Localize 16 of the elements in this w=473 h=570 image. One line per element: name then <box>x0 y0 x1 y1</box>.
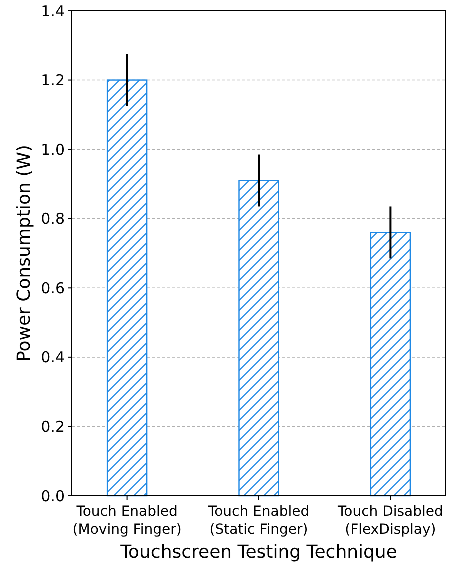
bar <box>370 232 412 497</box>
y-tick-label: 0.4 <box>41 348 65 367</box>
y-tick-label: 0.8 <box>41 210 65 228</box>
x-axis-title: Touchscreen Testing Technique <box>120 542 398 563</box>
x-tick-label: Touch Disabled (FlexDisplay) <box>336 504 444 538</box>
y-tick-label: 0.6 <box>41 279 65 298</box>
x-tick-label: Touch Enabled (Static Finger) <box>207 504 310 538</box>
bar <box>106 80 148 497</box>
y-tick-label: 1.0 <box>41 140 65 159</box>
bar <box>238 180 280 497</box>
x-tick-label: Touch Enabled (Moving Finger) <box>72 504 182 538</box>
y-tick-label: 1.2 <box>41 72 65 90</box>
y-tick-label: 0.0 <box>41 487 65 506</box>
y-axis-title: Power Consumption (W) <box>14 145 35 362</box>
y-tick-label: 0.2 <box>41 418 65 436</box>
y-tick-label: 1.4 <box>41 2 65 20</box>
